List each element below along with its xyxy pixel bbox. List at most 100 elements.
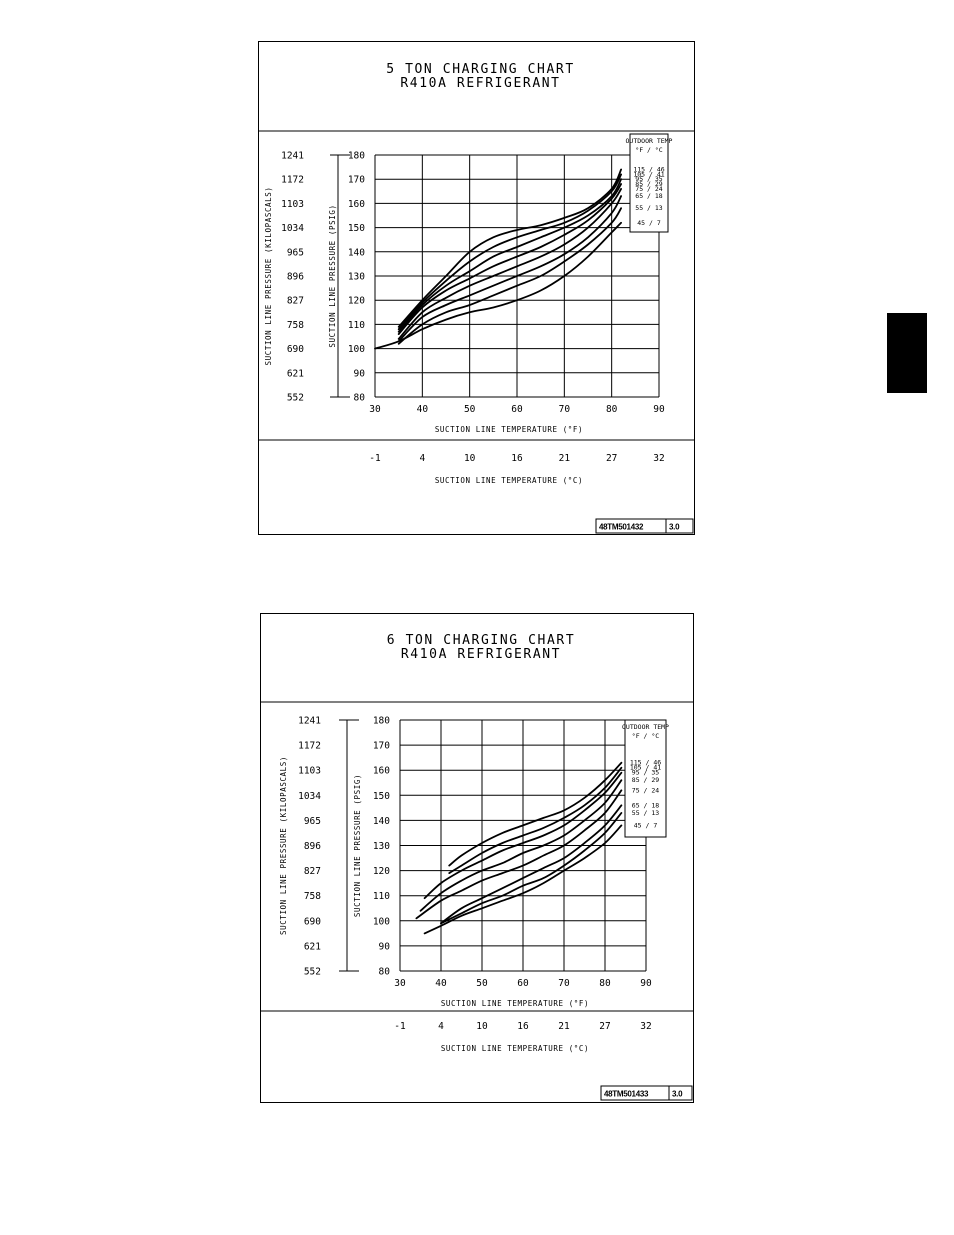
x-tick-label: 60 [511, 404, 523, 415]
x2-tick-label: 32 [640, 1021, 651, 1032]
kpa-tick-label: 690 [304, 916, 321, 927]
kpa-tick-label: 758 [304, 891, 321, 902]
chart-title: 5 TON CHARGING CHART [386, 62, 575, 77]
legend-entry: 65 / 18 [635, 192, 662, 200]
series-line-75-24 [397, 188, 622, 340]
legend-title: OUTDOOR TEMP [622, 723, 669, 731]
charging-chart-5-ton: 5 TON CHARGING CHART R410A REFRIGERANT 30 4… [258, 41, 695, 535]
legend-entry: 75 / 24 [635, 185, 662, 193]
x2-tick-label: 21 [559, 453, 571, 464]
charging-chart-6-ton: 6 TON CHARGING CHART R410A REFRIGERANT 30 4… [260, 613, 694, 1103]
x2-tick-label: 21 [558, 1021, 570, 1032]
y-tick-label: 180 [348, 151, 365, 162]
kpa-tick-label: 896 [304, 841, 321, 852]
legend-title: OUTDOOR TEMP [626, 137, 673, 145]
y-tick-label: 160 [373, 766, 390, 777]
y-tick-label: 80 [379, 967, 391, 978]
series-line-65-18 [440, 804, 623, 925]
y-tick-label: 150 [373, 791, 390, 802]
legend-box [624, 719, 667, 838]
x-tick-label: 30 [369, 404, 381, 415]
y2-axis-label: SUCTION LINE PRESSURE (KILOPASCALS) [279, 756, 288, 935]
kpa-tick-label: 965 [304, 816, 321, 827]
x2-tick-label: 4 [419, 453, 425, 464]
chart-subtitle: R410A REFRIGERANT [400, 76, 560, 91]
x2-tick-label: 10 [464, 453, 476, 464]
y-tick-label: 150 [348, 223, 365, 234]
series-line-105-41 [448, 766, 623, 874]
y-tick-label: 140 [348, 247, 365, 258]
legend-entry: 45 / 7 [634, 821, 658, 829]
y-tick-label: 110 [373, 891, 390, 902]
x2-tick-label: 10 [476, 1021, 488, 1032]
y2-axis-label: SUCTION LINE PRESSURE (KILOPASCALS) [264, 186, 273, 365]
chart-title: 6 TON CHARGING CHART [387, 633, 576, 648]
y-axis-label: SUCTION LINE PRESSURE (PSIG) [353, 774, 362, 917]
x-tick-label: 40 [435, 978, 447, 989]
kpa-tick-label: 896 [287, 272, 304, 283]
series-line-65-18 [397, 195, 622, 343]
y-tick-label: 170 [348, 175, 365, 186]
series-line-55-13 [440, 812, 623, 925]
legend-units: °F / °C [632, 732, 659, 740]
legend-box [629, 133, 669, 233]
legend-entry: 115 / 46 [633, 166, 664, 174]
kpa-tick-label: 552 [304, 967, 321, 978]
x2-tick-label: 16 [511, 453, 523, 464]
kpa-tick-label: 1172 [298, 741, 321, 752]
y-tick-label: 160 [348, 199, 365, 210]
kpa-tick-label: 827 [287, 296, 304, 307]
x2-axis-label: SUCTION LINE TEMPERATURE (°C) [441, 1044, 589, 1053]
x-axis-label: SUCTION LINE TEMPERATURE (°F) [435, 425, 583, 434]
chart-subtitle: R410A REFRIGERANT [401, 647, 561, 662]
legend-entry: 105 / 41 [633, 170, 664, 178]
x-tick-label: 90 [640, 978, 652, 989]
series-line-115-46 [448, 761, 623, 867]
y-tick-label: 130 [348, 272, 365, 283]
kpa-tick-label: 621 [304, 941, 321, 952]
x2-tick-label: -1 [394, 1021, 406, 1032]
drawing-id-box [595, 518, 694, 534]
series-line-105-41 [397, 173, 622, 331]
x-tick-label: 80 [606, 404, 618, 415]
legend-entry: 55 / 13 [632, 809, 659, 817]
kpa-tick-label: 552 [287, 393, 304, 404]
legend-units: °F / °C [635, 146, 662, 154]
y-tick-label: 90 [379, 941, 391, 952]
x-tick-label: 80 [599, 978, 611, 989]
kpa-tick-label: 1103 [298, 766, 321, 777]
legend-entry: 55 / 13 [635, 204, 662, 212]
y-tick-label: 130 [373, 841, 390, 852]
series-line-75-24 [415, 789, 623, 920]
kpa-tick-label: 1241 [281, 151, 304, 162]
x-tick-label: 90 [653, 404, 665, 415]
x-tick-label: 50 [476, 978, 488, 989]
x2-tick-label: 27 [599, 1021, 610, 1032]
drawing-id: 48TM501432 [599, 523, 644, 532]
section-tab-marker [887, 313, 927, 393]
x2-tick-label: 4 [438, 1021, 444, 1032]
x2-tick-label: 32 [653, 453, 664, 464]
y-tick-label: 170 [373, 741, 390, 752]
kpa-tick-label: 827 [304, 866, 321, 877]
kpa-tick-label: 1034 [298, 791, 321, 802]
x2-tick-label: -1 [369, 453, 381, 464]
x-tick-label: 50 [464, 404, 476, 415]
kpa-tick-label: 1034 [281, 223, 304, 234]
kpa-tick-label: 1241 [298, 716, 321, 727]
series-line-85-29 [419, 779, 623, 912]
x-tick-label: 70 [559, 404, 571, 415]
legend-entry: 95 / 35 [635, 175, 662, 183]
x-tick-label: 40 [417, 404, 429, 415]
legend-entry: 65 / 18 [632, 801, 659, 809]
series-line-55-13 [397, 207, 622, 345]
legend-entry: 85 / 29 [635, 180, 662, 188]
y-tick-label: 180 [373, 716, 390, 727]
y-tick-label: 80 [354, 393, 366, 404]
kpa-tick-label: 621 [287, 368, 304, 379]
drawing-revision: 3.0 [672, 1090, 683, 1099]
series-line-45-7 [423, 824, 623, 935]
kpa-tick-label: 758 [287, 320, 304, 331]
series-line-95-35 [423, 771, 623, 900]
